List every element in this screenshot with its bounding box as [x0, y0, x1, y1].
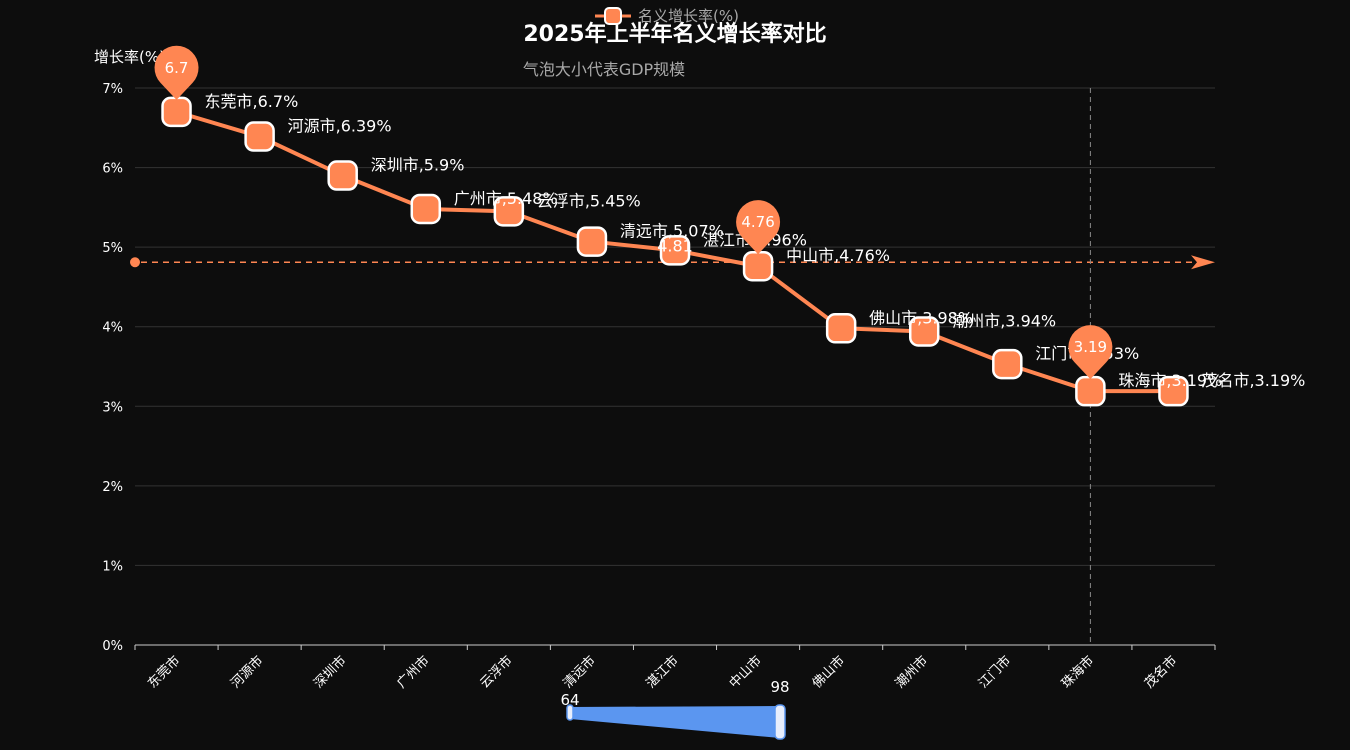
x-tick-label: 珠海市 — [1058, 653, 1097, 692]
y-tick-label: 7% — [102, 82, 123, 97]
data-label: 清远市,5.07% — [620, 222, 724, 241]
data-point[interactable] — [742, 250, 774, 282]
x-tick-label: 深圳市 — [311, 653, 350, 692]
axes: 0% 1% 2% 3% 4% 5% 6% 7% 东莞市 河源市 深圳市 广州市 云浮市 清远市 湛江市 中山市… — [102, 82, 1216, 692]
datazoom-handle-start[interactable] — [566, 704, 574, 721]
data-label: 潮州市,3.94% — [952, 311, 1056, 330]
data-label: 东莞市,6.7% — [205, 92, 299, 111]
datazoom-end-label: 98 — [770, 678, 789, 696]
mark-point-pin — [1068, 325, 1113, 380]
x-tick-label: 河源市 — [228, 653, 267, 692]
x-tick-label: 中山市 — [726, 653, 765, 692]
mark-points: 6.7 4.76 3.19 — [154, 45, 1113, 380]
data-point[interactable] — [825, 313, 857, 344]
x-tick-label: 茂名市 — [1141, 653, 1180, 692]
average-line-arrow — [1191, 255, 1215, 270]
data-label: 中山市,4.76% — [786, 246, 890, 265]
x-tick-label: 湛江市 — [643, 653, 682, 692]
y-axis-label: 增长率(%) — [94, 48, 165, 66]
chart-title: 2025年上半年名义增长率对比 — [523, 21, 826, 47]
average-line-label: 4.81 — [657, 236, 693, 255]
x-tick-label: 清远市 — [560, 653, 599, 692]
mark-point-pin — [154, 45, 199, 100]
y-tick-label: 6% — [102, 162, 123, 177]
datazoom-start-label: 64 — [560, 691, 579, 709]
legend-marker — [604, 7, 622, 25]
y-tick-label: 0% — [102, 639, 123, 654]
data-labels: 东莞市,6.7% 河源市,6.39% 深圳市,5.9% 广州市,5.48%云浮市,5.… — [205, 92, 1306, 390]
data-label: 云浮市,5.45% — [537, 191, 641, 210]
x-tick-label: 佛山市 — [809, 653, 848, 692]
x-tick-label: 潮州市 — [892, 653, 931, 692]
y-tick-label: 4% — [102, 321, 123, 336]
x-tick-label: 江门市 — [975, 653, 1014, 692]
chart-subtitle: 气泡大小代表GDP规模 — [523, 60, 685, 79]
data-point[interactable] — [1158, 375, 1189, 407]
data-point[interactable] — [659, 235, 691, 266]
data-label: 佛山市,3.98% — [869, 308, 973, 327]
mark-point-pin — [736, 200, 781, 255]
y-tick-label: 5% — [102, 241, 123, 256]
data-point[interactable] — [1075, 375, 1106, 407]
data-point[interactable] — [493, 196, 525, 227]
y-tick-label: 2% — [102, 480, 123, 495]
legend[interactable]: 名义增长率(%) — [595, 7, 739, 25]
data-point[interactable] — [576, 226, 608, 257]
data-zoom-slider[interactable]: 64 98 — [560, 678, 790, 740]
datazoom-handle-end[interactable] — [774, 704, 786, 740]
data-label: 河源市,6.39% — [288, 117, 392, 136]
data-point[interactable] — [327, 160, 358, 191]
data-point[interactable] — [992, 348, 1023, 380]
x-tick-label: 东莞市 — [144, 653, 183, 692]
datazoom-filler — [570, 706, 780, 738]
mark-point-label: 6.7 — [165, 59, 189, 77]
data-point[interactable] — [410, 193, 442, 225]
y-tick-label: 1% — [102, 559, 123, 574]
data-point[interactable] — [161, 96, 192, 128]
x-tick-label: 广州市 — [394, 653, 433, 692]
data-point[interactable] — [908, 316, 940, 347]
mark-point-label: 4.76 — [741, 213, 774, 231]
data-label: 深圳市,5.9% — [371, 156, 465, 175]
mark-point-label: 3.19 — [1074, 338, 1107, 356]
data-label: 广州市,5.48% — [454, 189, 558, 208]
data-points[interactable] — [161, 96, 1189, 407]
y-tick-label: 3% — [102, 400, 123, 415]
x-tick-label: 云浮市 — [477, 653, 516, 692]
average-line-start — [130, 257, 140, 268]
data-label: 珠海市,3.19% — [1118, 371, 1222, 390]
data-label: 茂名市,3.19% — [1201, 371, 1305, 390]
data-point[interactable] — [244, 121, 275, 152]
legend-label: 名义增长率(%) — [638, 7, 739, 25]
